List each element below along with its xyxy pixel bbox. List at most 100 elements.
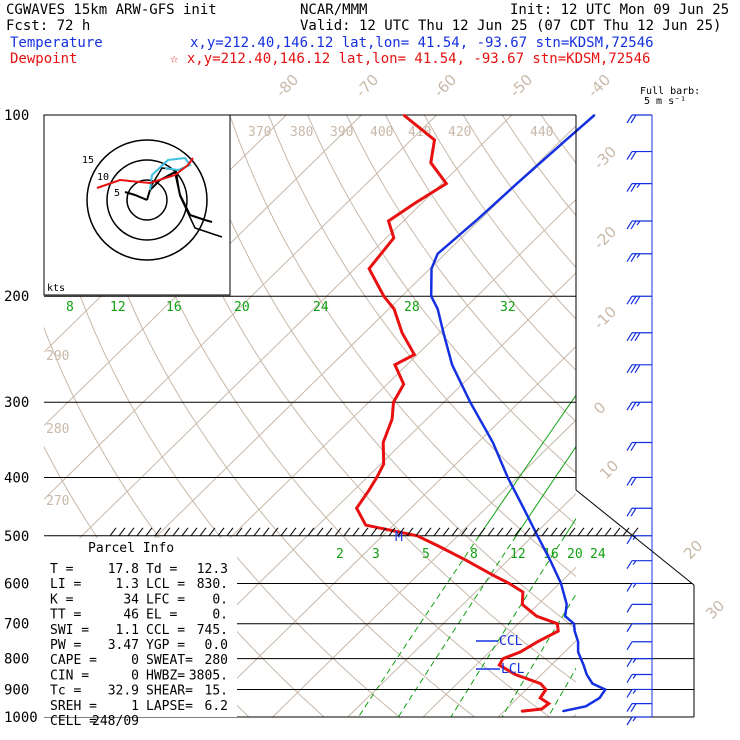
dewpoint-point — [556, 622, 559, 625]
parcel-param-label: YGP = — [146, 638, 185, 653]
hatch-mark — [622, 527, 630, 537]
plot-skew-edge — [575, 489, 695, 586]
dry-adiabat-line — [307, 115, 576, 474]
temperature-point — [516, 182, 518, 185]
dewpoint-profile — [354, 113, 560, 713]
dewpoint-point — [433, 139, 436, 141]
parcel-param-label: K = — [50, 592, 74, 607]
dewpoint-point — [387, 220, 390, 222]
org-label: NCAR/MMM — [300, 2, 367, 18]
wind-barb — [626, 688, 652, 698]
hatch-mark — [523, 527, 531, 537]
dewpoint-point — [402, 114, 405, 116]
hatch-mark — [577, 527, 585, 537]
wind-barb-flag — [626, 151, 633, 160]
wind-barb-flag — [626, 641, 633, 651]
parcel-param-label: CIN = — [50, 668, 89, 683]
pressure-tick-label: 400 — [4, 470, 29, 486]
dewpoint-point — [498, 664, 501, 666]
hodograph-ring-5 — [126, 179, 168, 221]
mixing-ratio-label: 8 — [470, 547, 478, 562]
wind-barb-flag — [630, 295, 637, 305]
pressure-tick-label: 500 — [4, 529, 29, 545]
dry-adiabat-line — [423, 115, 576, 320]
hodograph-ring-label: 15 — [82, 155, 94, 166]
dewpoint-point — [382, 441, 384, 444]
wind-barb-flag — [626, 114, 633, 124]
wind-barb-half-flag — [632, 689, 637, 694]
wind-barb — [626, 150, 652, 160]
parcel-param-value: 0 — [131, 653, 139, 668]
mixing-ratio-label: 32 — [500, 300, 516, 315]
dry-adiabat-line — [384, 115, 576, 372]
isotherm-label: -80 — [272, 71, 302, 101]
dewpoint-point — [445, 182, 448, 185]
hatch-mark — [415, 527, 423, 537]
dewpoint-point — [536, 640, 539, 643]
parcel-info-box: Parcel Info T = 17.8 Td = 12.3 LI = 1.3 LCL = 8… — [44, 538, 237, 729]
isotherm-label: 10 — [596, 457, 622, 483]
dry-adiabat-line — [229, 115, 576, 578]
dry-adiabat-line — [501, 115, 576, 217]
isotherm-line — [573, 713, 576, 717]
temperature-point — [492, 441, 494, 444]
theta-label: 270 — [46, 494, 69, 509]
wind-barb-flag — [630, 442, 637, 451]
hatch-mark — [172, 527, 180, 537]
hatch-mark — [478, 527, 486, 537]
wind-barb-half-flag — [632, 716, 637, 722]
parcel-param-label: CAPE = — [50, 653, 97, 668]
wind-barb — [626, 220, 652, 230]
mixing-ratio-line — [450, 535, 566, 717]
wind-barb — [626, 673, 652, 683]
hatch-mark — [262, 527, 270, 537]
isotherm-label: -50 — [506, 71, 536, 101]
hatch-mark — [505, 527, 513, 537]
wind-barb-flag — [626, 507, 633, 517]
ccl-label: CCL — [499, 634, 523, 649]
temperature-profile — [429, 114, 608, 713]
wind-barb-half-flag — [632, 674, 637, 679]
hatch-mark — [154, 527, 162, 537]
hatch-mark — [631, 527, 639, 537]
hodograph-ring-15 — [86, 139, 208, 261]
dewpoint-point — [413, 353, 416, 356]
mixing-ratio-line — [686, 115, 740, 536]
hodograph-inset: 5 10 15 kts — [43, 114, 231, 296]
hatch-mark — [163, 527, 171, 537]
wind-barb — [626, 401, 652, 411]
wind-barb-flag — [626, 703, 633, 712]
hatch-mark — [469, 527, 477, 537]
isotherm-line — [347, 493, 576, 717]
parcel-param-label: T = — [50, 562, 74, 577]
dewpoint-point — [382, 463, 385, 465]
dewpoint-legend-label: Dewpoint — [10, 51, 77, 67]
wind-barb-flag — [630, 220, 637, 230]
temperature-point — [430, 267, 433, 270]
dewpoint-point — [508, 582, 510, 585]
hatch-mark — [181, 527, 189, 537]
hodograph-frame — [43, 114, 231, 296]
wind-barb-half-flag — [636, 401, 641, 407]
isotherm-label: -30 — [590, 143, 620, 173]
wind-barb-flag — [626, 253, 633, 263]
wind-barb-half-flag — [632, 535, 637, 541]
hatch-mark — [487, 527, 495, 537]
isotherm-line — [272, 419, 576, 717]
wind-barb — [626, 658, 652, 667]
dewpoint-point — [547, 702, 550, 705]
mixing-ratio-label: 16 — [543, 547, 559, 562]
mixing-ratio-line — [515, 445, 576, 537]
mixing-ratio-label: 20 — [234, 300, 250, 315]
wind-barb-flag — [626, 583, 633, 592]
dewpoint-point — [519, 651, 522, 653]
hatch-mark — [397, 527, 405, 537]
isotherm-label: -70 — [352, 71, 382, 101]
dry-adiabat-lines — [44, 115, 576, 717]
parcel-param-value: 0 — [131, 668, 139, 683]
mixing-ratio-line — [358, 535, 480, 717]
hodograph-units: kts — [47, 283, 65, 294]
barb-key-label: Full barb: — [640, 86, 700, 97]
hatch-mark — [343, 527, 351, 537]
hatch-mark — [433, 527, 441, 537]
